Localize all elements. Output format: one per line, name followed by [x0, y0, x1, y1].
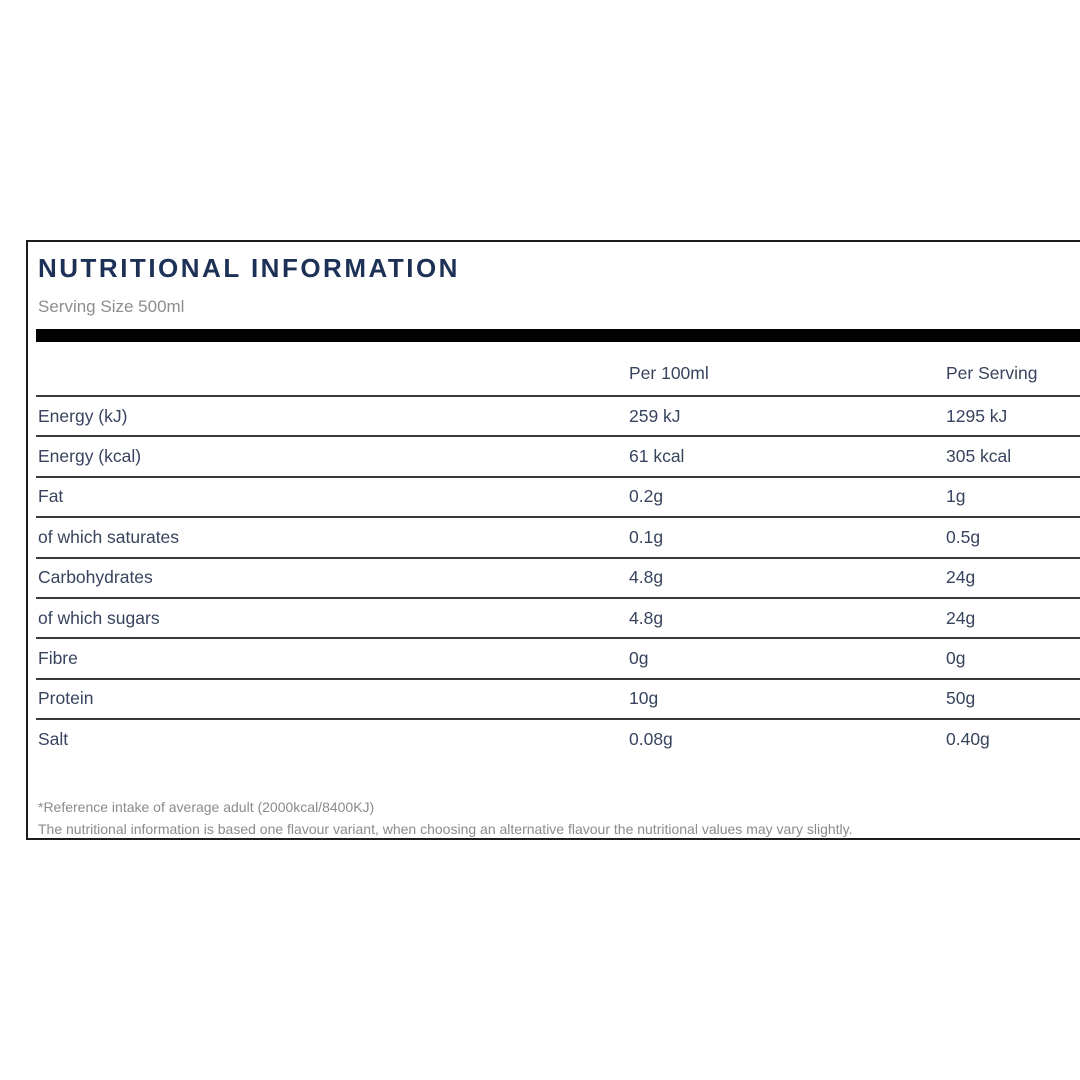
footnote-flavour-variant: The nutritional information is based one…: [38, 820, 853, 837]
table-body: Energy (kJ) 259 kJ 1295 kJ Energy (kcal)…: [36, 395, 1080, 759]
serving-size-text: Serving Size 500ml: [38, 297, 185, 316]
table-row-energy-kcal: Energy (kcal) 61 kcal 305 kcal: [36, 435, 1080, 475]
header-per-serving: Per Serving: [946, 363, 1038, 383]
table-row-salt: Salt 0.08g 0.40g: [36, 718, 1080, 758]
row-per-100ml: 4.8g: [629, 567, 664, 588]
header-nutrient: [38, 384, 629, 395]
panel-title: NUTRITIONAL INFORMATION: [38, 253, 460, 283]
row-per-100ml: 4.8g: [629, 607, 664, 628]
table-row-fat: Fat 0.2g 1g: [36, 475, 1080, 516]
row-label: Salt: [38, 728, 69, 749]
row-per-serving: 0g: [946, 648, 966, 669]
footnotes: *Reference intake of average adult (2000…: [38, 796, 1080, 840]
row-per-serving: 24g: [946, 607, 976, 628]
row-per-100ml: 0.1g: [629, 526, 664, 547]
header-per-100ml: Per 100ml: [629, 363, 709, 383]
table-row-sugars: of which sugars 4.8g 24g: [36, 596, 1080, 637]
row-per-serving: 0.40g: [946, 728, 990, 749]
row-per-100ml: 259 kJ: [629, 405, 681, 426]
row-per-serving: 50g: [946, 688, 976, 709]
nutrition-panel: NUTRITIONAL INFORMATION Serving Size 500…: [26, 240, 1080, 840]
row-per-100ml: 0.2g: [629, 486, 664, 507]
row-per-100ml: 0.08g: [629, 728, 673, 749]
table-row-fibre: Fibre 0g 0g: [36, 637, 1080, 677]
row-per-100ml: 10g: [629, 688, 659, 709]
row-label: Protein: [38, 688, 94, 709]
table-row-carbohydrates: Carbohydrates 4.8g 24g: [36, 556, 1080, 597]
row-per-100ml: 0g: [629, 648, 649, 669]
row-label: of which saturates: [38, 526, 180, 547]
table-row-energy-kj: Energy (kJ) 259 kJ 1295 kJ: [36, 395, 1080, 435]
row-per-serving: 24g: [946, 567, 976, 588]
table-row-saturates: of which saturates 0.1g 0.5g: [36, 516, 1080, 556]
row-label: Fat: [38, 486, 64, 507]
row-per-100ml: 61 kcal: [629, 446, 685, 467]
table-header-row: Per 100ml Per Serving: [36, 342, 1080, 395]
footnote-reference-intake: *Reference intake of average adult (2000…: [38, 798, 375, 815]
row-label: Carbohydrates: [38, 567, 153, 588]
row-per-serving: 0.5g: [946, 526, 981, 547]
row-per-serving: 1295 kJ: [946, 405, 1008, 426]
row-label: Energy (kJ): [38, 405, 128, 426]
row-label: of which sugars: [38, 607, 160, 628]
row-label: Energy (kcal): [38, 446, 142, 467]
row-per-serving: 1g: [946, 486, 966, 507]
row-label: Fibre: [38, 648, 78, 669]
divider-bar: [36, 329, 1080, 342]
nutrition-table: Per 100ml Per Serving Energy (kJ) 259 kJ…: [36, 342, 1080, 759]
row-per-serving: 305 kcal: [946, 446, 1012, 467]
table-row-protein: Protein 10g 50g: [36, 677, 1080, 718]
